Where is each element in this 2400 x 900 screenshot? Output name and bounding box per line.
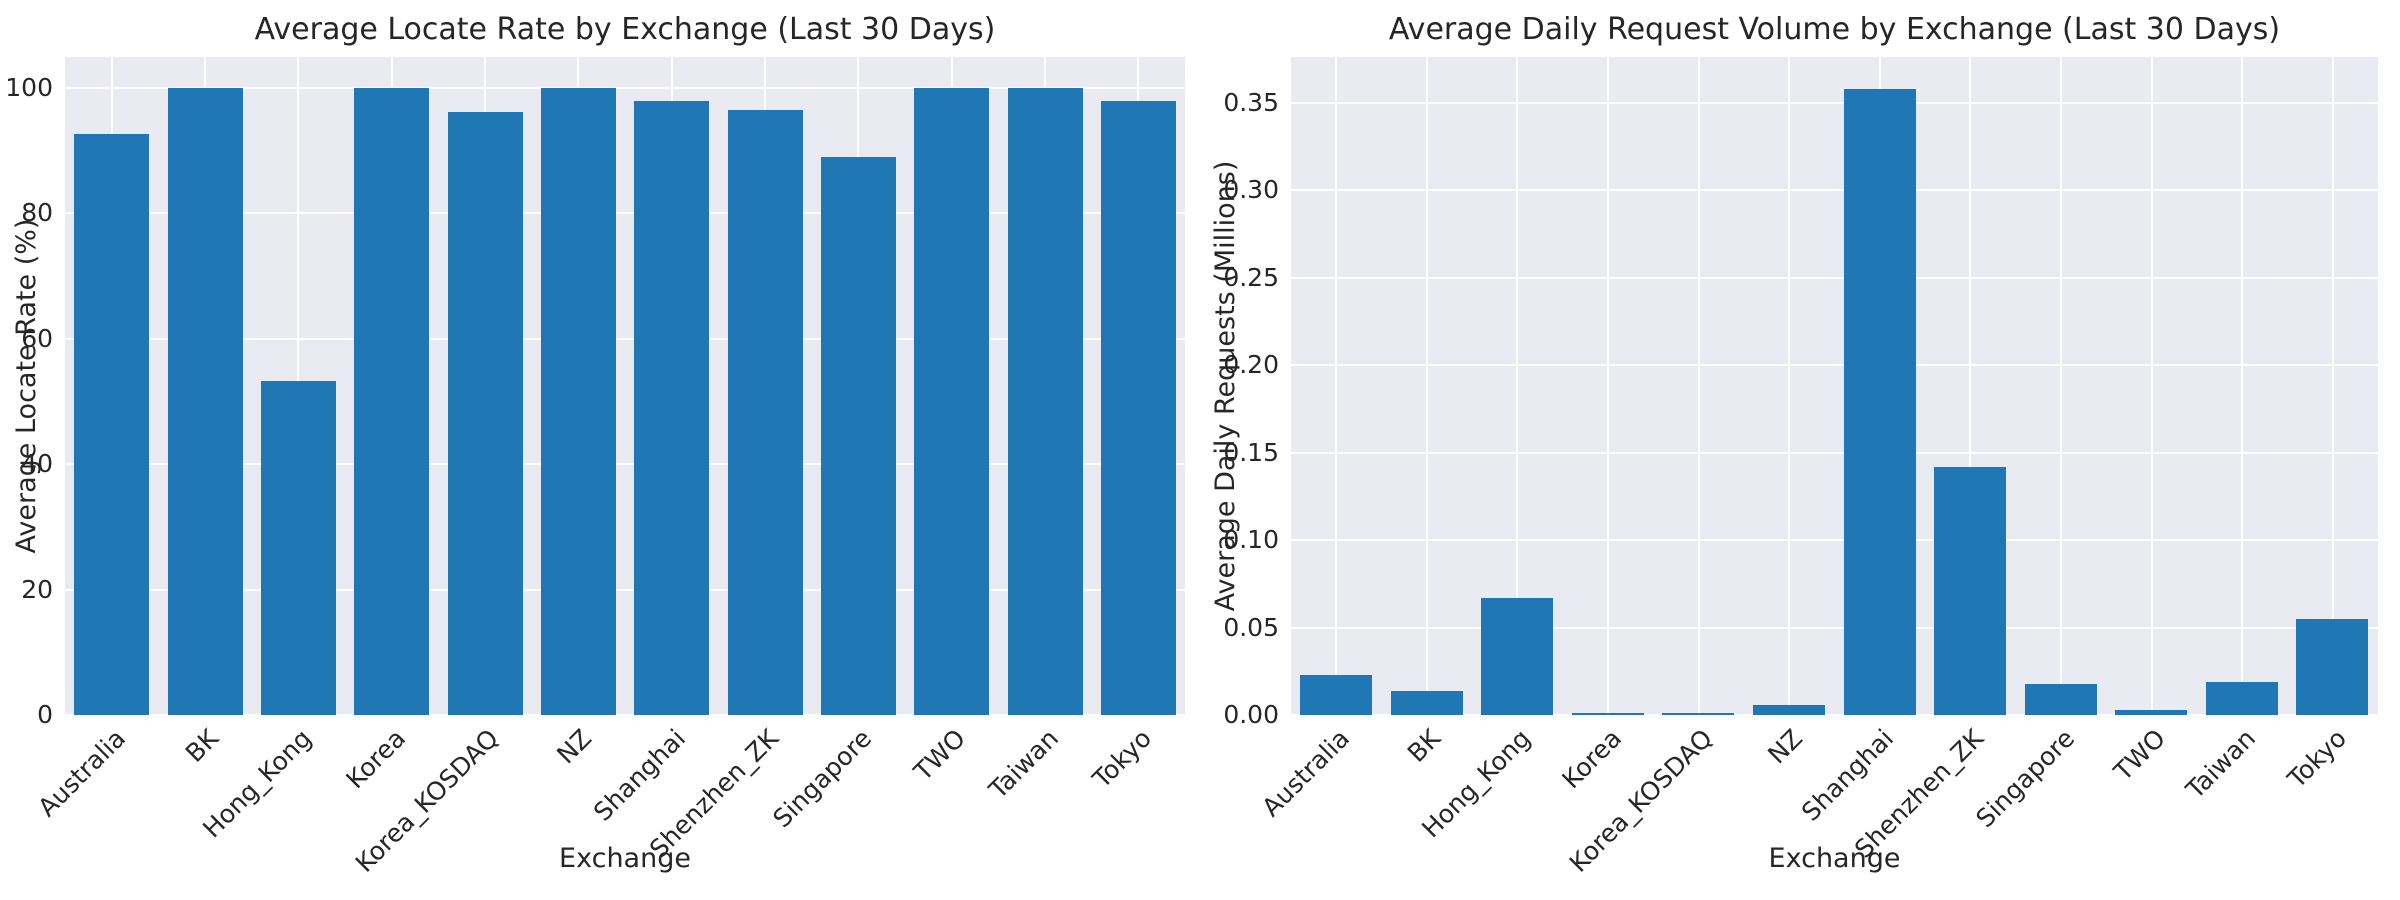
chart-title: Average Daily Request Volume by Exchange… bbox=[1388, 12, 2281, 47]
y-tick-label: 0.20 bbox=[1223, 350, 1279, 380]
gridline-vertical bbox=[1335, 57, 1337, 715]
gridline-vertical bbox=[1969, 57, 1971, 715]
y-tick-label: 0.25 bbox=[1223, 262, 1279, 292]
x-axis-label: Exchange bbox=[559, 843, 691, 874]
bar-TWO bbox=[914, 88, 989, 715]
plot-area bbox=[65, 57, 1185, 715]
chart-title: Average Locate Rate by Exchange (Last 30… bbox=[254, 12, 996, 47]
x-tick-label: Taiwan bbox=[2180, 723, 2262, 805]
y-tick-label: 0.30 bbox=[1223, 175, 1279, 205]
bar-Korea_KOSDAQ bbox=[1662, 713, 1734, 715]
gridline-vertical bbox=[1788, 57, 1790, 715]
y-tick-label: 20 bbox=[21, 574, 53, 604]
gridline-horizontal bbox=[1291, 277, 2378, 279]
bar-Shanghai bbox=[1844, 89, 1916, 715]
bar-Tokyo bbox=[2296, 619, 2368, 715]
y-tick-label: 80 bbox=[21, 198, 53, 228]
y-tick-label: 60 bbox=[21, 323, 53, 353]
gridline-vertical bbox=[2060, 57, 2062, 715]
bar-Korea bbox=[354, 88, 429, 715]
gridline-horizontal bbox=[1291, 627, 2378, 629]
bar-Shanghai bbox=[634, 101, 709, 715]
bar-Taiwan bbox=[2206, 682, 2278, 715]
bar-Taiwan bbox=[1008, 88, 1083, 715]
gridline-vertical bbox=[2151, 57, 2153, 715]
y-tick-label: 0.05 bbox=[1223, 612, 1279, 642]
gridline-horizontal bbox=[1291, 189, 2378, 191]
gridline-horizontal bbox=[65, 338, 1185, 340]
bar-Singapore bbox=[2025, 684, 2097, 715]
x-axis-label: Exchange bbox=[1768, 843, 1901, 874]
bar-BK bbox=[1391, 691, 1463, 715]
bar-Singapore bbox=[821, 157, 896, 715]
gridline-vertical bbox=[1698, 57, 1700, 715]
gridline-horizontal bbox=[1291, 539, 2378, 541]
y-tick-label: 40 bbox=[21, 449, 53, 479]
plot-area bbox=[1291, 57, 2378, 715]
gridline-horizontal bbox=[65, 87, 1185, 89]
bar-Hong_Kong bbox=[1481, 598, 1553, 715]
x-tick-label: NZ bbox=[1762, 723, 1809, 770]
gridline-horizontal bbox=[1291, 452, 2378, 454]
y-tick-label: 100 bbox=[5, 72, 53, 102]
bar-Tokyo bbox=[1101, 101, 1176, 715]
bar-Australia bbox=[1300, 675, 1372, 715]
y-tick-label: 0.10 bbox=[1223, 525, 1279, 555]
gridline-horizontal bbox=[65, 212, 1185, 214]
x-tick-label: Korea bbox=[1556, 723, 1628, 795]
gridline-horizontal bbox=[65, 463, 1185, 465]
gridline-horizontal bbox=[1291, 714, 2378, 715]
bar-TWO bbox=[2115, 710, 2187, 715]
x-tick-label: TWO bbox=[2107, 723, 2171, 787]
gridline-horizontal bbox=[1291, 364, 2378, 366]
bar-Shenzhen_ZK bbox=[728, 110, 803, 715]
bar-Korea_KOSDAQ bbox=[448, 112, 523, 715]
gridline-vertical bbox=[2241, 57, 2243, 715]
gridline-vertical bbox=[1607, 57, 1609, 715]
bar-Korea bbox=[1572, 713, 1644, 715]
bar-NZ bbox=[1753, 705, 1825, 715]
x-tick-label: BK bbox=[1401, 723, 1446, 768]
y-tick-label: 0.00 bbox=[1223, 700, 1279, 729]
y-tick-label: 0 bbox=[37, 700, 53, 729]
gridline-vertical bbox=[1426, 57, 1428, 715]
bar-Hong_Kong bbox=[261, 381, 336, 715]
gridline-horizontal bbox=[65, 714, 1185, 715]
gridline-vertical bbox=[2332, 57, 2334, 715]
bar-NZ bbox=[541, 88, 616, 715]
bar-BK bbox=[168, 88, 243, 715]
bar-Shenzhen_ZK bbox=[1934, 467, 2006, 715]
gridline-horizontal bbox=[1291, 102, 2378, 104]
x-tick-label: Tokyo bbox=[2281, 723, 2352, 794]
y-tick-label: 0.15 bbox=[1223, 437, 1279, 467]
x-tick-label: Australia bbox=[1256, 723, 1356, 823]
bar-Australia bbox=[74, 134, 149, 715]
gridline-vertical bbox=[1516, 57, 1518, 715]
x-tick-label: Singapore bbox=[1970, 723, 2081, 834]
gridline-horizontal bbox=[65, 589, 1185, 591]
y-tick-label: 0.35 bbox=[1223, 87, 1279, 117]
